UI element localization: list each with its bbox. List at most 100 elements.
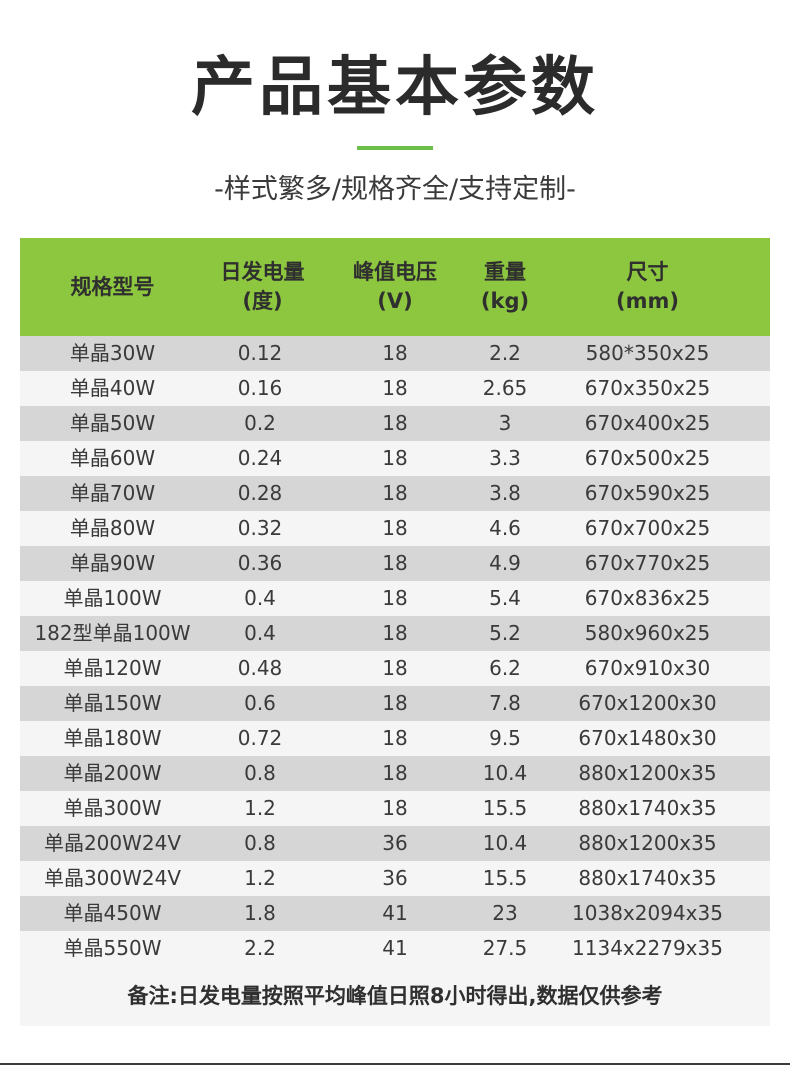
cell-peak-voltage: 18 — [382, 446, 408, 470]
table-row: 单晶550W 2.2 41 27.5 1134x2279x35 — [20, 931, 770, 966]
cell-model: 单晶80W — [69, 516, 156, 540]
cell-peak-voltage: 41 — [382, 901, 408, 925]
cell-weight: 5.2 — [489, 621, 521, 645]
cell-daily-output: 0.72 — [237, 726, 283, 750]
cell-model: 单晶100W — [63, 586, 162, 610]
cell-peak-voltage: 18 — [382, 411, 408, 435]
cell-model: 单晶120W — [63, 656, 162, 680]
cell-size: 670x770x25 — [584, 551, 711, 575]
cell-weight: 15.5 — [482, 866, 528, 890]
cell-weight: 10.4 — [482, 761, 528, 785]
cell-size: 670x400x25 — [584, 411, 711, 435]
header-size: 尺寸 (mm) — [616, 260, 679, 313]
cell-peak-voltage: 36 — [382, 831, 408, 855]
cell-size: 670x910x30 — [584, 656, 711, 680]
table-row: 单晶200W 0.8 18 10.4 880x1200x35 — [20, 756, 770, 791]
table-row: 单晶450W 1.8 41 23 1038x2094x35 — [20, 896, 770, 931]
cell-daily-output: 0.48 — [237, 656, 283, 680]
cell-weight: 9.5 — [489, 726, 521, 750]
table-row: 单晶200W24V 0.8 36 10.4 880x1200x35 — [20, 826, 770, 861]
cell-weight: 5.4 — [489, 586, 521, 610]
cell-daily-output: 0.16 — [237, 376, 283, 400]
spec-table: 规格型号 日发电量 (度) 峰值电压 (V) 重量 (kg) 尺寸 (mm) 单… — [20, 238, 770, 1026]
cell-daily-output: 0.24 — [237, 446, 283, 470]
cell-peak-voltage: 18 — [382, 376, 408, 400]
title-underline — [357, 146, 433, 150]
cell-peak-voltage: 18 — [382, 726, 408, 750]
cell-daily-output: 0.2 — [244, 411, 276, 435]
table-header: 规格型号 日发电量 (度) 峰值电压 (V) 重量 (kg) 尺寸 (mm) — [20, 238, 770, 336]
cell-model: 单晶300W24V — [43, 866, 182, 890]
header-daily-output: 日发电量 (度) — [220, 260, 305, 313]
cell-size: 880x1740x35 — [578, 796, 717, 820]
cell-model: 单晶450W — [63, 901, 162, 925]
table-row: 单晶120W 0.48 18 6.2 670x910x30 — [20, 651, 770, 686]
header-peak-voltage: 峰值电压 (V) — [353, 260, 437, 313]
cell-daily-output: 1.2 — [244, 866, 276, 890]
header-weight: 重量 (kg) — [480, 260, 530, 313]
cell-size: 880x1740x35 — [578, 866, 717, 890]
cell-size: 670x590x25 — [584, 481, 711, 505]
table-row: 单晶150W 0.6 18 7.8 670x1200x30 — [20, 686, 770, 721]
cell-size: 670x350x25 — [584, 376, 711, 400]
cell-size: 1134x2279x35 — [572, 936, 723, 960]
cell-model: 单晶150W — [63, 691, 162, 715]
table-row: 单晶300W24V 1.2 36 15.5 880x1740x35 — [20, 861, 770, 896]
cell-model: 单晶300W — [63, 796, 162, 820]
bottom-divider — [0, 1063, 790, 1065]
cell-weight: 27.5 — [482, 936, 528, 960]
cell-weight: 23 — [492, 901, 518, 925]
cell-daily-output: 1.2 — [244, 796, 276, 820]
cell-peak-voltage: 18 — [382, 761, 408, 785]
page-subtitle: -样式繁多/规格齐全/支持定制- — [214, 174, 576, 205]
table-row: 182型单晶100W 0.4 18 5.2 580x960x25 — [20, 616, 770, 651]
cell-peak-voltage: 41 — [382, 936, 408, 960]
cell-size: 670x1480x30 — [578, 726, 717, 750]
cell-daily-output: 0.6 — [244, 691, 276, 715]
table-row: 单晶300W 1.2 18 15.5 880x1740x35 — [20, 791, 770, 826]
table-row: 单晶100W 0.4 18 5.4 670x836x25 — [20, 581, 770, 616]
cell-daily-output: 1.8 — [244, 901, 276, 925]
cell-model: 单晶50W — [69, 411, 156, 435]
cell-size: 880x1200x35 — [578, 761, 717, 785]
cell-daily-output: 0.4 — [244, 621, 276, 645]
cell-peak-voltage: 18 — [382, 796, 408, 820]
cell-weight: 10.4 — [482, 831, 528, 855]
cell-weight: 3.3 — [489, 446, 521, 470]
cell-model: 单晶30W — [69, 341, 156, 365]
cell-weight: 2.2 — [489, 341, 521, 365]
table-row: 单晶30W 0.12 18 2.2 580*350x25 — [20, 336, 770, 371]
table-row: 单晶90W 0.36 18 4.9 670x770x25 — [20, 546, 770, 581]
cell-size: 670x500x25 — [584, 446, 711, 470]
cell-daily-output: 0.28 — [237, 481, 283, 505]
cell-weight: 6.2 — [489, 656, 521, 680]
table-row: 单晶50W 0.2 18 3 670x400x25 — [20, 406, 770, 441]
cell-size: 670x836x25 — [584, 586, 711, 610]
cell-daily-output: 0.36 — [237, 551, 283, 575]
cell-weight: 4.6 — [489, 516, 521, 540]
cell-peak-voltage: 18 — [382, 341, 408, 365]
table-row: 单晶70W 0.28 18 3.8 670x590x25 — [20, 476, 770, 511]
cell-daily-output: 0.8 — [244, 831, 276, 855]
cell-model: 单晶200W24V — [43, 831, 182, 855]
cell-peak-voltage: 18 — [382, 691, 408, 715]
header-model: 规格型号 — [70, 274, 155, 299]
cell-peak-voltage: 18 — [382, 481, 408, 505]
cell-weight: 2.65 — [482, 376, 528, 400]
cell-size: 1038x2094x35 — [572, 901, 723, 925]
cell-peak-voltage: 18 — [382, 516, 408, 540]
cell-model: 单晶40W — [69, 376, 156, 400]
cell-peak-voltage: 18 — [382, 551, 408, 575]
cell-peak-voltage: 18 — [382, 621, 408, 645]
cell-model: 单晶60W — [69, 446, 156, 470]
table-row: 单晶80W 0.32 18 4.6 670x700x25 — [20, 511, 770, 546]
cell-peak-voltage: 18 — [382, 656, 408, 680]
cell-peak-voltage: 36 — [382, 866, 408, 890]
table-row: 单晶40W 0.16 18 2.65 670x350x25 — [20, 371, 770, 406]
cell-weight: 4.9 — [489, 551, 521, 575]
page-title: 产品基本参数 — [191, 51, 599, 125]
cell-weight: 15.5 — [482, 796, 528, 820]
cell-size: 880x1200x35 — [578, 831, 717, 855]
table-row: 单晶60W 0.24 18 3.3 670x500x25 — [20, 441, 770, 476]
cell-daily-output: 0.12 — [237, 341, 283, 365]
